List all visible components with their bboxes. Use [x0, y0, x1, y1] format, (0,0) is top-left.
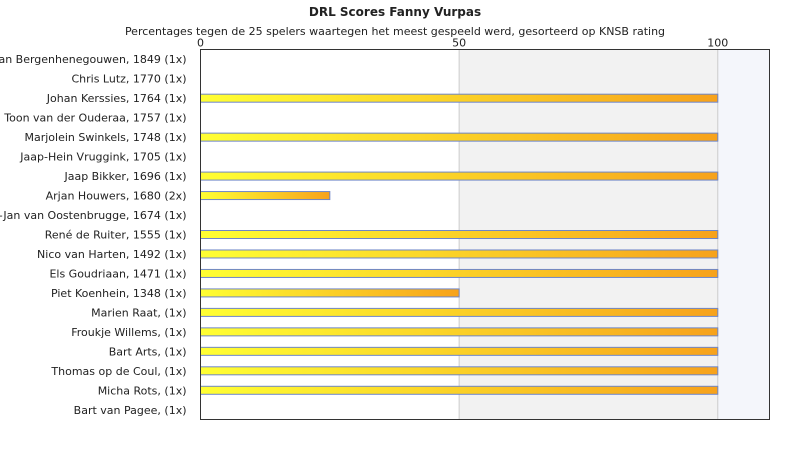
category-label: Marjolein Swinkels, 1748 (1x)	[24, 131, 186, 144]
x-tick-label: 100	[707, 37, 728, 50]
background-band	[717, 49, 770, 420]
category-label: Micha Rots, (1x)	[98, 384, 187, 397]
y-axis-labels: Rik van Bergenhenegouwen, 1849 (1x) Chris…	[0, 53, 187, 417]
category-label: Piet Koenhein, 1348 (1x)	[51, 287, 187, 300]
plot-area-frame	[200, 49, 770, 420]
bar	[200, 93, 719, 103]
category-label: Chris Lutz, 1770 (1x)	[71, 73, 186, 86]
category-label: Johan Kerssies, 1764 (1x)	[46, 92, 187, 105]
x-tick-label: 0	[197, 37, 204, 50]
category-label: Bart Arts, (1x)	[109, 345, 187, 358]
x-axis-ticks: 0 50 100	[197, 37, 728, 50]
category-label: Rik van Bergenhenegouwen, 1849 (1x)	[0, 53, 187, 66]
x-tick-label: 50	[452, 37, 466, 50]
category-label: Jaap Bikker, 1696 (1x)	[63, 170, 186, 183]
category-label: Thomas op de Coul, (1x)	[50, 365, 186, 378]
bar	[200, 288, 460, 298]
category-label: Evert-Jan van Oostenbrugge, 1674 (1x)	[0, 209, 187, 222]
bar	[200, 385, 719, 395]
category-label: Marien Raat, (1x)	[91, 306, 186, 319]
bars	[200, 93, 719, 395]
category-label: Toon van der Ouderaa, 1757 (1x)	[3, 112, 186, 125]
category-label: Bart van Pagee, (1x)	[74, 404, 187, 417]
bar	[200, 132, 719, 142]
bar	[200, 366, 719, 376]
bar	[200, 268, 719, 278]
bar	[200, 191, 331, 201]
bar	[200, 307, 719, 317]
chart-subtitle: Percentages tegen de 25 spelers waartege…	[125, 25, 665, 38]
bar	[200, 346, 719, 356]
bar	[200, 230, 719, 239]
chart-title: DRL Scores Fanny Vurpas	[309, 5, 481, 19]
bar	[200, 171, 719, 181]
bar	[200, 327, 719, 337]
category-label: Arjan Houwers, 1680 (2x)	[46, 190, 187, 203]
category-label: Els Goudriaan, 1471 (1x)	[49, 267, 186, 280]
bar	[200, 249, 719, 259]
category-label: Jaap-Hein Vruggink, 1705 (1x)	[19, 151, 186, 164]
category-label: Nico van Harten, 1492 (1x)	[37, 248, 186, 261]
category-label: René de Ruiter, 1555 (1x)	[45, 229, 187, 242]
category-label: Froukje Willems, (1x)	[71, 326, 186, 339]
